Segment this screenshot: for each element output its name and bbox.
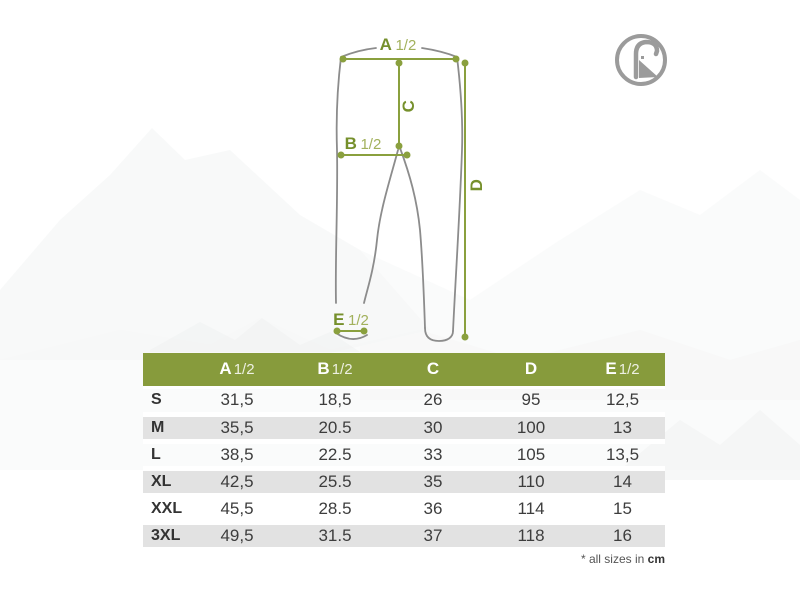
value-cell: 15 <box>613 498 632 518</box>
size-label: XL <box>151 472 172 490</box>
table-row-l: L 38,5 22.5 33 105 13,5 <box>143 441 665 468</box>
header-e-frac: 1/2 <box>618 361 640 379</box>
header-cell-a: A 1/2 <box>188 353 286 387</box>
value-cell: 45,5 <box>220 498 254 518</box>
logo-horn <box>633 39 660 80</box>
value-cell: 14 <box>613 471 632 491</box>
size-label: S <box>151 391 162 408</box>
value-cell: 22.5 <box>318 444 352 464</box>
value-cell: 33 <box>423 444 443 464</box>
table-row-3xl: 3XL 49,5 31.5 37 118 16 <box>143 522 665 549</box>
header-c-letter: C <box>426 359 440 379</box>
size-table: A 1/2 B 1/2 C D E 1/2 S 31,5 18,5 26 95 12,… <box>143 353 665 552</box>
value-cell: 37 <box>423 525 443 545</box>
value-cell: 95 <box>521 390 541 409</box>
value-cell: 31.5 <box>318 525 352 545</box>
footnote-text: * all sizes in <box>580 552 648 566</box>
size-table-header-row: A 1/2 B 1/2 C D E 1/2 <box>143 353 665 387</box>
table-row-s: S 31,5 18,5 26 95 12,5 <box>143 387 665 414</box>
value-cell: 12,5 <box>605 390 640 409</box>
header-cell-d: D <box>482 353 580 387</box>
value-cell: 18,5 <box>318 390 352 409</box>
value-cell: 35 <box>423 471 443 491</box>
dimension-lines <box>333 55 469 341</box>
value-cell: 100 <box>516 417 546 437</box>
value-cell: 110 <box>517 471 545 491</box>
header-cell-b: B 1/2 <box>286 353 384 387</box>
header-b-frac: 1/2 <box>331 361 353 379</box>
value-cell: 35,5 <box>220 417 254 437</box>
value-cell: 13 <box>613 417 632 437</box>
size-label: 3XL <box>151 526 181 544</box>
value-cell: 114 <box>517 498 545 518</box>
header-e-letter: E <box>605 359 617 379</box>
value-cell: 13,5 <box>605 444 640 464</box>
footnote: * all sizes in cm <box>143 552 665 566</box>
header-a-letter: A <box>219 359 232 379</box>
header-cell-empty <box>143 353 188 387</box>
value-cell: 28.5 <box>318 498 352 518</box>
value-cell: 42,5 <box>220 471 254 491</box>
value-cell: 38,5 <box>220 444 254 464</box>
header-d-letter: D <box>524 359 538 379</box>
size-label: XXL <box>151 499 183 517</box>
value-cell: 30 <box>423 417 443 437</box>
value-cell: 31,5 <box>220 390 254 409</box>
logo-head <box>639 60 658 78</box>
header-a-frac: 1/2 <box>233 361 255 379</box>
header-cell-e: E 1/2 <box>580 353 665 387</box>
value-cell: 118 <box>517 525 545 545</box>
table-row-xl: XL 42,5 25.5 35 110 14 <box>143 468 665 495</box>
table-row-xxl: XXL 45,5 28.5 36 114 15 <box>143 495 665 522</box>
value-cell: 20.5 <box>318 417 352 437</box>
value-cell: 49,5 <box>220 525 254 545</box>
value-cell: 105 <box>516 444 546 464</box>
footnote-unit: cm <box>647 552 665 566</box>
logo-ring <box>615 34 667 86</box>
header-b-letter: B <box>317 359 330 379</box>
logo-eye <box>641 56 644 59</box>
value-cell: 36 <box>423 498 443 518</box>
table-row-m: M 35,5 20.5 30 100 13 <box>143 414 665 441</box>
value-cell: 16 <box>613 525 632 545</box>
value-cell: 26 <box>423 390 443 409</box>
size-label: M <box>151 418 165 436</box>
size-label: L <box>151 445 161 463</box>
value-cell: 25.5 <box>318 471 352 491</box>
header-cell-c: C <box>384 353 482 387</box>
